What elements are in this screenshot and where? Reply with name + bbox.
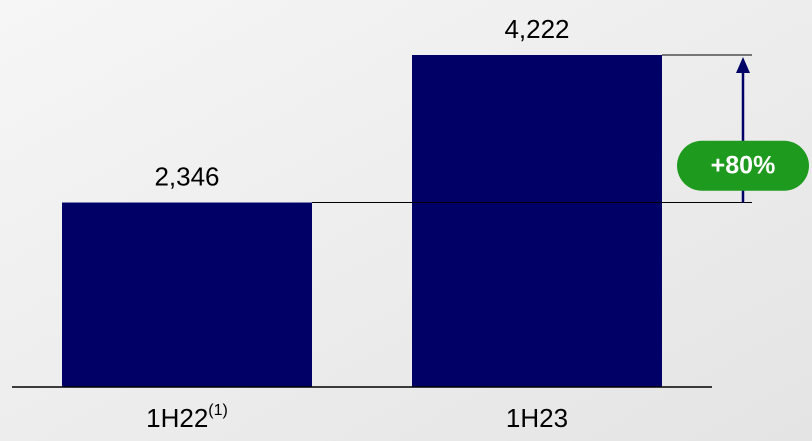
x-tick-label: 1H22(1)	[146, 402, 228, 433]
arrow-head	[736, 57, 750, 73]
bar	[62, 202, 312, 387]
category: 1H23	[506, 403, 568, 433]
x-tick-label: 1H23	[506, 403, 568, 433]
value-label: 4,222	[504, 14, 569, 44]
annotation: +80%	[711, 151, 776, 179]
category: 1H22	[146, 403, 208, 433]
footnote-marker: (1)	[208, 402, 228, 419]
annotation-badge	[677, 140, 809, 191]
value-label: 2,346	[154, 161, 219, 191]
bar	[412, 55, 662, 387]
